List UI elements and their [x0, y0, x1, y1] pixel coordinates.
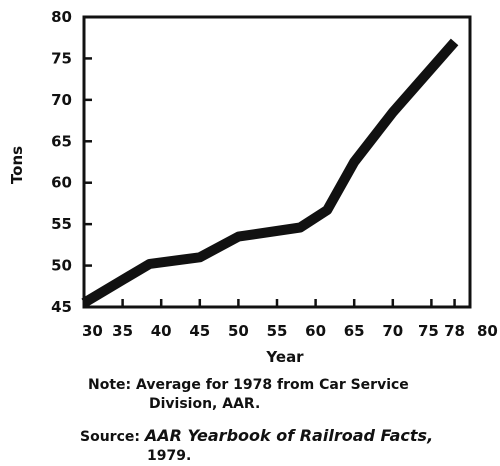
y-tick-label: 75 [51, 49, 72, 67]
y-tick-label: 65 [51, 132, 72, 150]
source-label: Source: [80, 429, 140, 445]
series-group [81, 38, 459, 308]
y-axis-ticks: 45 50 55 60 65 70 75 80 [51, 8, 92, 316]
source-title: AAR Yearbook of Railroad Facts, [144, 426, 434, 445]
source-line-2: 1979. [147, 448, 192, 464]
x-tick-label: 40 [151, 322, 172, 340]
note-block: Note: Average for 1978 from Car Service … [88, 376, 409, 414]
x-tick-label: 35 [112, 322, 133, 340]
series-line [81, 38, 459, 308]
note-line-2: Division, AAR. [149, 396, 261, 412]
y-tick-label: 60 [51, 174, 72, 192]
note-line-1: Average for 1978 from Car Service [136, 377, 409, 393]
y-axis-title: Tons [8, 146, 26, 184]
y-tick-label: 70 [51, 91, 72, 109]
x-tick-label: 60 [305, 322, 326, 340]
y-tick-label: 55 [51, 215, 72, 233]
y-tick-label: 45 [51, 298, 72, 316]
line-chart: 45 50 55 60 65 70 75 80 30 35 40 45 50 55 60 65 70 75 78 8… [8, 8, 498, 366]
y-tick-label: 80 [51, 8, 72, 26]
x-tick-label: 30 [82, 322, 103, 340]
x-tick-label: 50 [228, 322, 249, 340]
y-tick-label: 50 [51, 257, 72, 275]
x-tick-label: 55 [267, 322, 288, 340]
x-axis-title: Year [265, 348, 304, 366]
note-label: Note: [88, 377, 132, 393]
x-tick-label: 70 [382, 322, 403, 340]
x-tick-label: 80 [477, 322, 498, 340]
x-tick-label: 78 [444, 322, 465, 340]
x-axis-ticks: 30 35 40 45 50 55 60 65 70 75 78 80 [82, 299, 498, 340]
x-tick-label: 45 [189, 322, 210, 340]
source-block: Source: AAR Yearbook of Railroad Facts, … [80, 426, 433, 466]
footnotes: Note: Average for 1978 from Car Service … [0, 372, 500, 466]
x-tick-label: 65 [344, 322, 365, 340]
x-tick-label: 75 [418, 322, 439, 340]
